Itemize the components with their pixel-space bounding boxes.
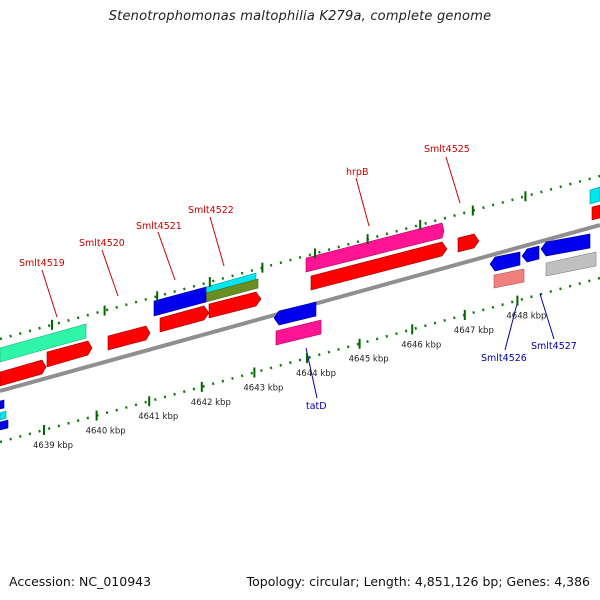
label-leaders [41, 156, 555, 399]
gene-feature-red-4520 [107, 325, 151, 351]
footer-stats: Topology: circular; Length: 4,851,126 bp… [246, 574, 590, 589]
gene-feature-grey-4527 [545, 251, 597, 277]
gene-label-tatD: tatD [306, 401, 327, 412]
gene-feature-red-4522 [208, 291, 262, 319]
ruler-tick-label: 4643 kbp [243, 383, 283, 393]
map-title: Stenotrophomonas maltophilia K279a, comp… [108, 9, 492, 24]
ruler-tick-label: 4639 kbp [33, 441, 73, 451]
gene-feature-blue-4526b [521, 245, 540, 263]
footer-accession: Accession: NC_010943 [9, 574, 152, 589]
ruler-tick-label: 4646 kbp [401, 340, 441, 350]
gene-label-Smlt4519: Smlt4519 [19, 258, 65, 269]
ruler-tick-label: 4644 kbp [296, 369, 336, 379]
inner-dotted-track [0, 276, 600, 444]
gene-feature-cyan-edge [589, 186, 600, 205]
gene-label-Smlt4527: Smlt4527 [531, 341, 577, 352]
gene-features [0, 186, 600, 431]
ruler-tick-label: 4645 kbp [349, 355, 389, 365]
gene-label-Smlt4526: Smlt4526 [481, 353, 527, 364]
ruler-tick-label: 4648 kbp [506, 312, 546, 322]
gene-feature-blue-4521 [153, 286, 207, 317]
gene-feature-blue-4526a [489, 251, 521, 272]
ruler-tick-label: 4642 kbp [191, 398, 231, 408]
gene-feature-red-edge [591, 204, 600, 221]
ruler-tick-label: 4641 kbp [138, 412, 178, 422]
leader-Smlt4520 [101, 249, 119, 297]
gene-label-hrpB: hrpB [346, 167, 368, 178]
leader-Smlt4519 [41, 269, 58, 318]
gene-feature-pink-tatD [275, 319, 322, 346]
gene-feature-salmon-4526 [493, 268, 525, 289]
gene-feature-aquamarine [0, 323, 87, 363]
leader-Smlt4525 [445, 156, 461, 204]
ruler-tick-label: 4647 kbp [454, 326, 494, 336]
gene-feature-red-b [46, 340, 93, 368]
leader-hrpB [355, 177, 370, 227]
leader-Smlt4527 [539, 293, 555, 340]
gene-feature-red-4521 [159, 305, 210, 333]
ruler-tick-labels: 4639 kbp 4640 kbp 4641 kbp 4642 kbp 4643 kbp… [33, 312, 546, 451]
leader-Smlt4522 [209, 216, 225, 267]
leader-Smlt4526 [504, 299, 519, 351]
gene-feature-blue-tatD [273, 301, 317, 326]
gene-label-Smlt4521: Smlt4521 [136, 221, 182, 232]
gene-feature-blue-edge [0, 399, 5, 410]
gene-feature-red-4525 [457, 233, 480, 253]
gene-labels-top: Smlt4519 Smlt4520 Smlt4521 Smlt4522 hrpB Smlt… [19, 144, 470, 269]
leader-Smlt4521 [157, 231, 176, 281]
gene-feature-red-a [0, 359, 47, 387]
gene-label-Smlt4520: Smlt4520 [79, 238, 125, 249]
gene-feature-blue-edge-low [0, 419, 9, 431]
gene-feature-blue-4527 [540, 233, 591, 257]
ruler-ticks [43, 191, 527, 435]
ruler-tick-label: 4640 kbp [86, 427, 126, 437]
gene-label-Smlt4525: Smlt4525 [424, 144, 470, 155]
gene-feature-cyan-edge-low [0, 410, 7, 421]
outer-dotted-track [0, 174, 600, 341]
gene-feature-red-hrpB [310, 241, 448, 291]
gene-labels-bottom: tatD Smlt4526 Smlt4527 [306, 341, 577, 412]
gene-label-Smlt4522: Smlt4522 [188, 205, 234, 216]
